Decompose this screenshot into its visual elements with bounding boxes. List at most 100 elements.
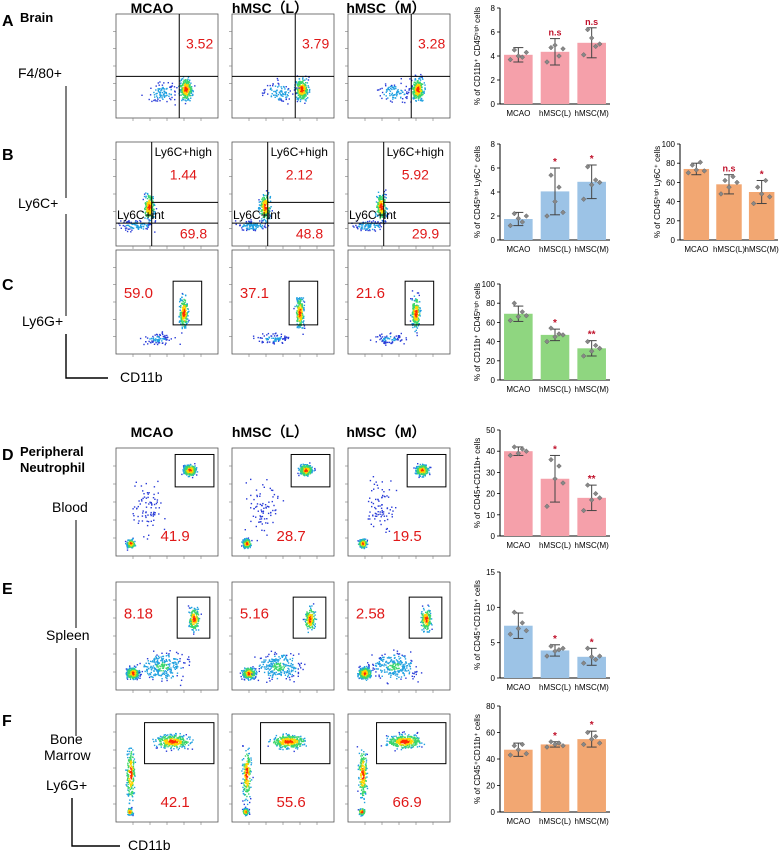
flow-dot — [299, 312, 302, 314]
flow-dot — [389, 92, 391, 95]
flow-dot — [163, 92, 166, 94]
flow-dot — [181, 322, 183, 324]
flow-dot — [383, 495, 386, 498]
flow-dot — [128, 545, 130, 547]
flow-dot — [197, 613, 199, 615]
flow-dot — [301, 327, 303, 329]
flow-dot — [168, 339, 170, 341]
flow-dot — [278, 91, 281, 93]
flow-dot — [145, 203, 147, 206]
flow-dot — [421, 467, 424, 469]
flow-dot — [147, 194, 150, 197]
flow-dot — [391, 86, 393, 89]
flow-dot — [188, 471, 191, 474]
flow-dot — [383, 340, 385, 342]
flow-dot — [127, 221, 129, 223]
flow-dot — [156, 333, 158, 336]
flow-dot — [161, 661, 164, 663]
flow-dot — [244, 544, 247, 546]
flow-dot — [259, 207, 261, 209]
flow-dot — [365, 546, 368, 548]
flow-dot — [366, 544, 368, 546]
flow-dot — [305, 82, 307, 84]
flow-dot — [180, 311, 183, 314]
flow-dot — [193, 619, 195, 621]
flow-dot — [299, 80, 301, 83]
flow-dot — [266, 479, 268, 481]
flow-dot — [194, 620, 196, 622]
flow-dot — [395, 86, 397, 88]
flow-dot — [263, 203, 266, 205]
flow-dot — [384, 520, 386, 522]
flow-dot — [400, 92, 402, 95]
flow-dot — [160, 94, 162, 97]
flow-dot — [136, 674, 138, 676]
flow-dot — [146, 208, 149, 210]
flow-dot — [416, 307, 419, 309]
flow-dot — [273, 504, 275, 507]
flow-dot — [139, 226, 141, 228]
flow-dot — [404, 89, 406, 91]
flow-dot — [311, 468, 313, 470]
flow-dot — [258, 209, 260, 211]
flow-dot — [416, 292, 419, 294]
flow-dot — [244, 547, 247, 549]
flow-dot — [383, 213, 386, 216]
flow-dot — [130, 671, 132, 673]
panel-letter: B — [2, 147, 14, 164]
flow-dot — [367, 500, 370, 503]
flow-dot — [188, 474, 190, 476]
flow-dot — [163, 528, 166, 531]
flow-dot — [255, 227, 257, 229]
flow-dot — [196, 618, 198, 621]
flow-dot — [382, 205, 384, 208]
flow-dot — [194, 621, 196, 624]
flow-dot — [366, 228, 368, 230]
flow-dot — [131, 668, 133, 670]
flow-dot — [396, 95, 398, 97]
flow-dot — [263, 199, 265, 201]
flow-dot — [303, 87, 305, 89]
flow-dot — [423, 474, 425, 476]
flow-dot — [377, 202, 379, 204]
flow-dot — [165, 655, 168, 657]
flow-dot — [388, 530, 391, 532]
flow-dot — [141, 94, 143, 96]
flow-dot — [129, 674, 131, 676]
flow-dot — [131, 671, 134, 673]
flow-dot — [414, 304, 416, 307]
flow-dot — [143, 536, 145, 538]
flow-dot — [401, 91, 404, 93]
flow-dot — [423, 82, 425, 84]
flow-dot — [129, 672, 131, 674]
flow-dot — [163, 82, 165, 84]
flow-dot — [193, 468, 196, 471]
flow-dot — [137, 522, 140, 524]
flow-dot — [297, 85, 299, 87]
marker-label: Marrow — [44, 747, 92, 763]
flow-dot — [422, 468, 425, 470]
flow-dot — [132, 678, 135, 681]
flow-dot — [296, 84, 299, 86]
flow-dot — [191, 94, 193, 97]
flow-frame — [231, 249, 335, 355]
flow-dot — [192, 627, 195, 629]
flow-dot — [245, 540, 247, 542]
flow-dot — [258, 201, 260, 203]
flow-dot — [397, 91, 399, 94]
rect-gate — [290, 453, 331, 488]
flow-plot: 37.1 — [229, 249, 335, 357]
flow-dot — [307, 91, 309, 94]
flow-dot — [415, 82, 418, 84]
flow-dot — [274, 337, 277, 339]
flow-dot — [190, 474, 193, 476]
flow-dot — [250, 544, 252, 547]
flow-dot — [279, 337, 281, 339]
flow-dot — [161, 89, 163, 91]
flow-dot — [127, 668, 129, 671]
flow-dot — [303, 317, 305, 319]
flow-dot — [412, 307, 414, 309]
flow-dot — [190, 471, 192, 473]
flow-dot — [247, 546, 249, 548]
flow-dot — [161, 340, 163, 342]
